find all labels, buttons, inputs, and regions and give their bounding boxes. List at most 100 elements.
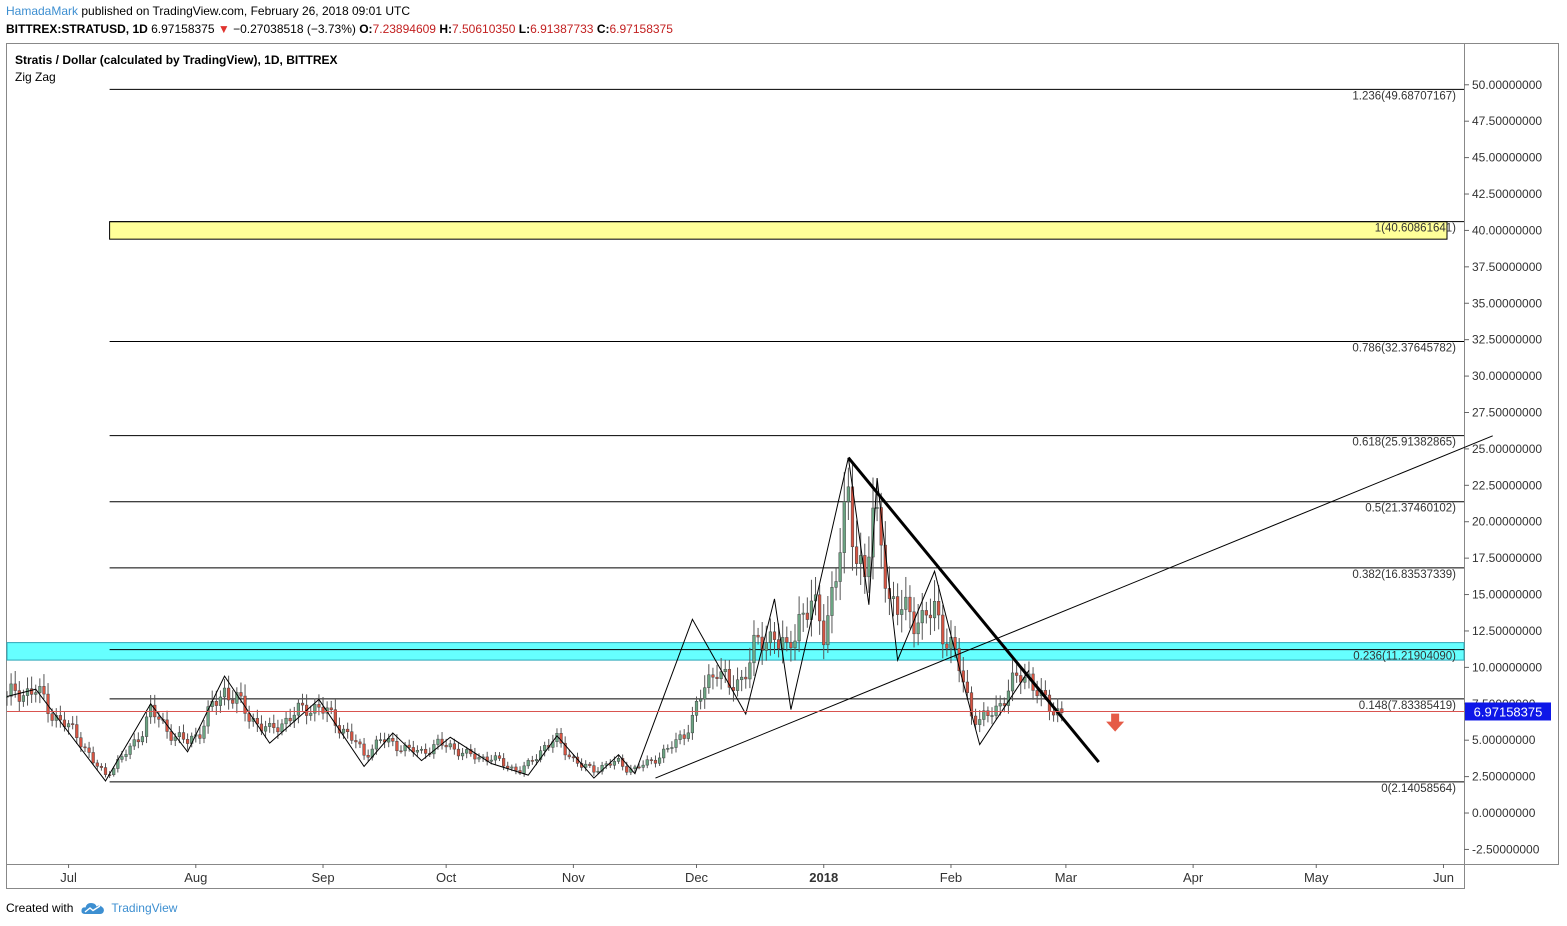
chart-area[interactable]: 1.236(49.68707167) 1(40.60861641) 0.786(32… bbox=[5, 43, 1560, 889]
last-price-tag bbox=[1465, 702, 1551, 721]
candle-body bbox=[768, 631, 772, 643]
x-tick-label: Feb bbox=[940, 870, 962, 885]
candle-body bbox=[793, 640, 797, 649]
low-label: L: bbox=[518, 22, 531, 36]
candle-body bbox=[300, 702, 305, 706]
candle-body bbox=[407, 744, 411, 748]
candle-body bbox=[690, 715, 694, 734]
candle-body bbox=[653, 759, 658, 764]
y-tick-label: 20.00000000 bbox=[1472, 515, 1542, 529]
candle-body bbox=[830, 587, 834, 616]
author-link[interactable]: HamadaMark bbox=[6, 4, 79, 18]
y-tick-label: 0.00000000 bbox=[1472, 806, 1536, 820]
candle-body bbox=[772, 631, 777, 640]
candle-body bbox=[497, 755, 502, 759]
fib-level-label: 0.5(21.37460102) bbox=[1365, 503, 1456, 515]
candle-body bbox=[920, 610, 924, 624]
candle-body bbox=[432, 744, 436, 755]
candle-body bbox=[584, 763, 588, 768]
candle-body bbox=[998, 703, 1002, 707]
tradingview-link[interactable]: TradingView bbox=[111, 901, 178, 915]
y-tick-label: 12.50000000 bbox=[1472, 624, 1542, 638]
candle-body bbox=[703, 687, 707, 700]
candle-body bbox=[42, 686, 46, 695]
candle-body bbox=[674, 739, 678, 748]
candle-body bbox=[867, 556, 871, 578]
price-chart[interactable]: 1.236(49.68707167) 1(40.60861641) 0.786(32… bbox=[5, 43, 1560, 889]
candle-body bbox=[682, 734, 686, 739]
candle-body bbox=[120, 756, 124, 760]
x-tick-label: Nov bbox=[562, 870, 586, 885]
candle-body bbox=[764, 642, 768, 651]
candle-body bbox=[173, 736, 177, 741]
candle-body bbox=[785, 637, 789, 643]
high-value: 7.50610350 bbox=[451, 22, 516, 36]
y-tick-label: 27.50000000 bbox=[1472, 405, 1542, 419]
candle-body bbox=[66, 723, 71, 728]
candle-body bbox=[103, 767, 108, 775]
x-tick-label: Dec bbox=[685, 870, 709, 885]
candle-body bbox=[859, 555, 863, 564]
candle-body bbox=[366, 754, 370, 758]
high-label: H: bbox=[439, 22, 452, 36]
candle-body bbox=[346, 728, 350, 733]
candle-body bbox=[452, 743, 456, 750]
fib-level-label: 0(2.14058564) bbox=[1381, 783, 1456, 795]
candle-body bbox=[415, 750, 420, 753]
close-value: 6.97158375 bbox=[609, 22, 673, 36]
price-axis[interactable] bbox=[1464, 43, 1559, 865]
y-tick-label: 50.00000000 bbox=[1472, 78, 1542, 92]
candle-body bbox=[38, 686, 42, 693]
candle-body bbox=[908, 596, 912, 613]
candle-body bbox=[95, 762, 99, 767]
candle-body bbox=[424, 748, 428, 754]
candle-body bbox=[58, 715, 62, 721]
time-axis[interactable] bbox=[6, 864, 1465, 889]
down-arrow-icon bbox=[1106, 713, 1125, 732]
fib-level-label: 0.148(7.83385419) bbox=[1359, 700, 1456, 712]
candle-body bbox=[21, 695, 26, 702]
last-price-tag-label: 6.97158375 bbox=[1474, 704, 1543, 719]
candle-body bbox=[9, 683, 13, 697]
candle-body bbox=[707, 674, 711, 688]
candle-body bbox=[953, 637, 957, 649]
candle-body bbox=[723, 668, 727, 673]
symbol-bar: BITTREX:STRATUSD, 1D 6.97158375 ▼ −0.270… bbox=[6, 22, 673, 36]
candle-body bbox=[321, 706, 325, 714]
candle-body bbox=[514, 766, 518, 771]
tradingview-cloud-icon bbox=[81, 903, 105, 914]
candle-body bbox=[506, 765, 510, 769]
y-tick-label: 45.00000000 bbox=[1472, 151, 1542, 165]
y-tick-label: 5.00000000 bbox=[1472, 733, 1536, 747]
candle-body bbox=[854, 546, 859, 564]
low-value: 6.91387733 bbox=[530, 22, 594, 36]
y-tick-label: 2.50000000 bbox=[1472, 770, 1536, 784]
candle-body bbox=[727, 668, 731, 688]
candle-body bbox=[633, 766, 637, 770]
candle-body bbox=[419, 748, 424, 751]
candle-body bbox=[465, 749, 469, 754]
publish-info: HamadaMark published on TradingView.com,… bbox=[6, 4, 410, 18]
candle-body bbox=[592, 765, 596, 773]
zigzag-line bbox=[6, 457, 1030, 782]
y-tick-label: 42.50000000 bbox=[1472, 187, 1542, 201]
candle-body bbox=[358, 741, 362, 745]
candle-body bbox=[378, 739, 383, 741]
candle-body bbox=[797, 614, 801, 642]
candle-body bbox=[789, 642, 793, 649]
candle-body bbox=[875, 507, 879, 509]
candle-body bbox=[87, 747, 91, 753]
indicator-label: Zig Zag bbox=[15, 70, 56, 84]
chart-title: Stratis / Dollar (calculated by TradingV… bbox=[15, 53, 338, 67]
candle-body bbox=[489, 759, 493, 762]
yellow-resistance-zone bbox=[109, 221, 1448, 240]
candle-body bbox=[436, 738, 440, 745]
fib-level-label: 0.618(25.91382865) bbox=[1352, 437, 1456, 449]
candle-body bbox=[941, 614, 945, 645]
last-price: 6.97158375 bbox=[151, 22, 215, 36]
candle-body bbox=[1015, 672, 1019, 676]
y-tick-label: 17.50000000 bbox=[1472, 551, 1542, 565]
y-tick-label: -2.50000000 bbox=[1472, 842, 1540, 856]
x-tick-label: Jun bbox=[1433, 870, 1454, 885]
candle-body bbox=[670, 747, 674, 749]
